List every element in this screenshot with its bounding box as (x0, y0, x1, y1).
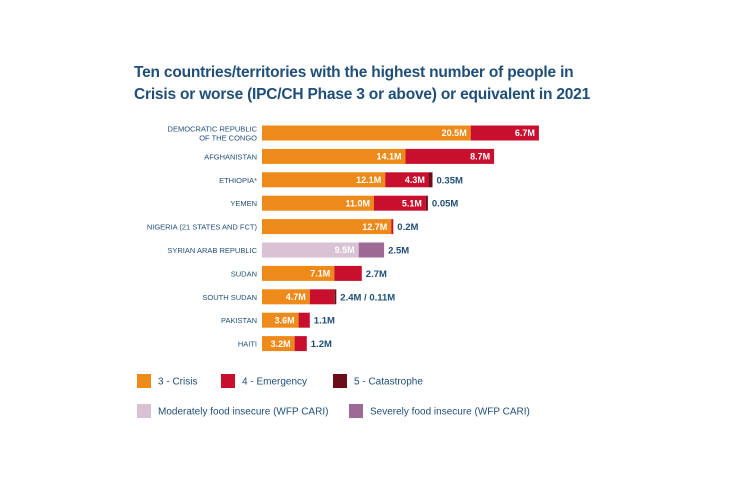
bar-segment-crisis (262, 312, 299, 328)
bar-segment-emergency (391, 219, 394, 235)
bar-value-label: 14.1M (376, 152, 401, 162)
category-label: PAKISTAN (221, 316, 257, 325)
category-label: HAITI (238, 340, 257, 349)
bar-segment-crisis (262, 148, 406, 164)
bar-segment-emergency (374, 195, 426, 211)
legend-label-emergency: 4 - Emergency (242, 377, 307, 388)
bar-value-label: 8.7M (470, 152, 490, 162)
bar-outside-label: 1.1M (314, 316, 335, 327)
bar-value-label: 20.5M (442, 128, 467, 138)
bar-value-label: 9.5M (335, 245, 355, 255)
legend-label-moderate: Moderately food insecure (WFP CARI) (158, 407, 328, 418)
legend-swatch-crisis (137, 374, 151, 388)
bar-segment-crisis (262, 289, 310, 305)
bar-value-label: 3.6M (275, 315, 295, 325)
bar-segment-catastrophe (428, 172, 433, 188)
bar-outside-label: 2.7M (366, 269, 387, 280)
legend-swatch-severe (349, 404, 363, 418)
bar-value-label: 3.2M (271, 339, 291, 349)
category-label: DEMOCRATIC REPUBLIC (168, 125, 258, 134)
category-label: OF THE CONGO (199, 134, 257, 143)
bar-segment-crisis (262, 172, 386, 188)
bar-outside-label: 0.2M (397, 222, 418, 233)
category-label: YEMEN (230, 199, 257, 208)
legend-label-crisis: 3 - Crisis (158, 377, 197, 388)
bar-segment-crisis (262, 336, 295, 352)
bar-segment-emergency (405, 148, 495, 164)
bar-outside-label: 0.35M (437, 175, 463, 186)
bar-value-label: 4.7M (286, 292, 306, 302)
category-label: NIGERIA (21 STATES AND FCT) (147, 223, 258, 232)
category-label: SOUTH SUDAN (202, 293, 257, 302)
bar-value-label: 12.1M (356, 175, 381, 185)
legend-label-catastrophe: 5 - Catastrophe (354, 377, 423, 388)
bar-segment-emergency (385, 172, 429, 188)
bar-outside-label: 1.2M (311, 339, 332, 350)
bar-segment-catastrophe (425, 195, 428, 211)
legend-label-severe: Severely food insecure (WFP CARI) (370, 407, 530, 418)
bar-value-label: 5.1M (402, 198, 422, 208)
bar-value-label: 4.3M (405, 175, 425, 185)
category-label: AFGHANISTAN (204, 152, 257, 161)
category-label: SUDAN (231, 269, 257, 278)
bar-segment-severe (358, 242, 385, 258)
chart-title-line-1: Ten countries/territories with the highe… (134, 64, 574, 81)
bar-segment-emergency (309, 289, 335, 305)
bar-segment-catastrophe (334, 289, 337, 305)
legend-swatch-emergency (221, 374, 235, 388)
bar-segment-crisis (262, 265, 335, 281)
bar-outside-label: 2.5M (388, 246, 409, 257)
bar-outside-label: 2.4M / 0.11M (340, 292, 395, 303)
bar-segment-crisis (262, 125, 471, 141)
bar-segment-emergency (334, 265, 362, 281)
chart-title-line-2: Crisis or worse (IPC/CH Phase 3 or above… (134, 86, 591, 103)
bar-segment-emergency (294, 336, 307, 352)
bar-segment-emergency (298, 312, 310, 328)
bar-segment-crisis (262, 195, 374, 211)
category-label: ETHIOPIA* (219, 176, 257, 185)
legend-swatch-moderate (137, 404, 151, 418)
bar-segment-emergency (470, 125, 539, 141)
bar-outside-label: 0.05M (432, 199, 458, 210)
bar-segment-crisis (262, 219, 392, 235)
bar-value-label: 6.7M (515, 128, 535, 138)
category-label: SYRIAN ARAB REPUBLIC (167, 246, 257, 255)
legend-swatch-catastrophe (333, 374, 347, 388)
bar-value-label: 7.1M (310, 269, 330, 279)
bar-value-label: 11.0M (345, 198, 370, 208)
bar-value-label: 12.7M (362, 222, 387, 232)
bar-segment-moderate (262, 242, 359, 258)
